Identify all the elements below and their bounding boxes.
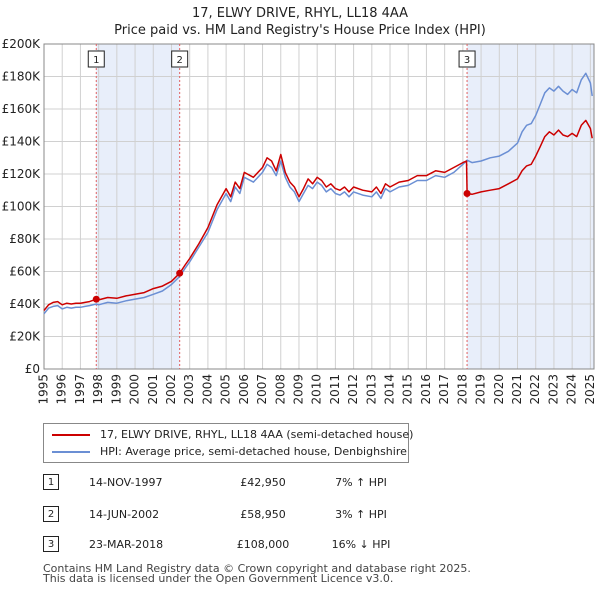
- sale-marker-box: [458, 50, 476, 68]
- x-tick-label: 2024: [565, 374, 579, 405]
- x-tick-label: 2011: [328, 374, 342, 405]
- sale-price: £58,950: [240, 508, 286, 521]
- x-tick-label: 1999: [109, 374, 123, 405]
- sale-number-badge: 3: [43, 536, 59, 552]
- x-tick-label: 2023: [546, 374, 560, 405]
- price-line: [43, 119, 593, 311]
- legend-swatch-hpi: [52, 451, 90, 453]
- sale-price: £108,000: [236, 538, 290, 551]
- sale-marker-box: [171, 50, 189, 68]
- sale-date: 23-MAR-2018: [89, 538, 164, 551]
- chart-title-line1: 17, ELWY DRIVE, RHYL, LL18 4AA: [191, 6, 409, 21]
- x-tick-label: 2014: [383, 374, 397, 405]
- x-tick-label: 2013: [364, 374, 378, 405]
- x-tick-label: 2003: [182, 374, 196, 405]
- chart-title-line2: Price paid vs. HM Land Registry's House …: [114, 23, 486, 38]
- sale-number-badge: 2: [43, 506, 59, 522]
- x-tick-label: 2020: [492, 374, 506, 405]
- sale-marker-label: 2: [176, 55, 182, 66]
- x-tick-label: 2005: [219, 374, 233, 405]
- sale-date: 14-JUN-2002: [89, 508, 160, 521]
- y-tick-label: £100K: [2, 200, 42, 214]
- legend-swatch-price: [52, 434, 90, 436]
- y-tick-label: £180K: [2, 70, 42, 84]
- x-tick-label: 1996: [55, 374, 69, 405]
- x-tick-label: 1998: [91, 374, 105, 405]
- y-tick-label: £60K: [9, 265, 41, 279]
- sale-hpi-change: 3% ↑ HPI: [335, 508, 387, 521]
- x-tick-label: 2015: [401, 374, 415, 405]
- sale-marker-label: 1: [93, 55, 99, 66]
- hpi-line: [43, 72, 593, 315]
- y-tick-label: £20K: [9, 330, 41, 344]
- y-tick-label: £200K: [2, 37, 42, 51]
- x-tick-label: 1997: [73, 374, 87, 405]
- sale-point: [463, 190, 471, 197]
- sale-point: [92, 295, 100, 303]
- x-tick-label: 1995: [37, 374, 51, 405]
- sale-hpi-change: 16% ↓ HPI: [331, 538, 391, 551]
- chart-legend: 17, ELWY DRIVE, RHYL, LL18 4AA (semi-det…: [43, 423, 413, 463]
- x-tick-label: 2025: [583, 374, 597, 405]
- legend-label-hpi: HPI: Average price, semi-detached house,…: [100, 445, 407, 458]
- plot-border: [43, 43, 595, 370]
- x-tick-label: 2002: [164, 374, 178, 405]
- x-tick-label: 2022: [528, 374, 542, 405]
- price-chart: £0 £20K £40K £60K £80K £100K £120K £140K £160K £1…: [2, 37, 597, 405]
- x-tick-label: 2004: [200, 374, 214, 405]
- sale-price: £42,950: [240, 476, 286, 489]
- x-tick-label: 2008: [273, 374, 287, 405]
- legend-label-price: 17, ELWY DRIVE, RHYL, LL18 4AA (semi-det…: [100, 428, 414, 441]
- x-tick-label: 2019: [474, 374, 488, 405]
- footer-copyright: Contains HM Land Registry data © Crown c…: [43, 562, 471, 575]
- y-tick-label: £80K: [9, 232, 41, 246]
- sale-marker-box: [87, 50, 105, 68]
- y-tick-label: £140K: [2, 135, 42, 149]
- x-tick-label: 2012: [346, 374, 360, 405]
- sale-marker-label: 3: [464, 55, 470, 66]
- x-tick-label: 2018: [455, 374, 469, 405]
- x-tick-label: 2001: [146, 374, 160, 405]
- sale-hpi-change: 7% ↑ HPI: [335, 476, 387, 489]
- x-tick-label: 2017: [437, 374, 451, 405]
- y-tick-label: £40K: [9, 297, 41, 311]
- sale-date: 14-NOV-1997: [89, 476, 163, 489]
- x-tick-label: 2007: [255, 374, 269, 405]
- x-tick-label: 2010: [310, 374, 324, 405]
- y-tick-label: £160K: [2, 102, 42, 116]
- x-tick-label: 2021: [510, 374, 524, 405]
- x-tick-label: 2006: [237, 374, 251, 405]
- sale-point: [176, 269, 184, 277]
- sale-number-badge: 1: [43, 474, 59, 490]
- x-tick-label: 2000: [128, 374, 142, 405]
- x-tick-label: 2016: [419, 374, 433, 405]
- y-tick-label: £0: [25, 362, 40, 376]
- x-tick-label: 2009: [291, 374, 305, 405]
- footer-licence: This data is licensed under the Open Gov…: [43, 572, 394, 585]
- y-tick-label: £120K: [2, 167, 42, 181]
